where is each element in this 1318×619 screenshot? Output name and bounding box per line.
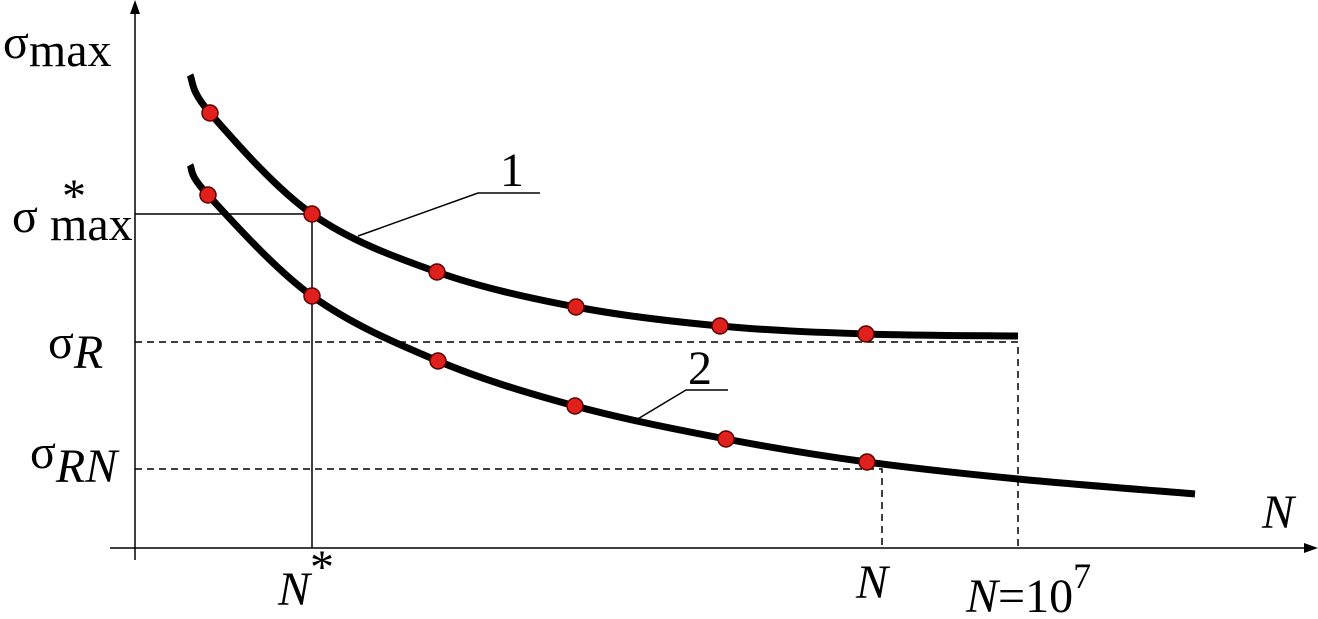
level-label: σ * max (12, 170, 133, 251)
point (429, 352, 447, 370)
y-arrow (130, 0, 140, 14)
level-label: σRN (30, 426, 120, 493)
point (717, 430, 735, 448)
point (199, 186, 217, 204)
point (303, 287, 321, 305)
label-part: 7 (1073, 556, 1091, 596)
label-part: max (29, 24, 112, 77)
label-part: σ (48, 316, 74, 369)
curve-label: 1 (500, 144, 524, 197)
curve-2 (186, 163, 1196, 498)
label-part: max (50, 198, 133, 251)
label-part: =10 (998, 570, 1073, 619)
cycle-label: N=107 (965, 556, 1091, 619)
point (857, 325, 875, 343)
guide-line (135, 341, 1019, 548)
label-part: N (965, 570, 1001, 619)
point (201, 104, 219, 122)
point (566, 397, 584, 415)
curve-label: 2 (688, 342, 712, 395)
level-label: σR (48, 316, 103, 379)
point (567, 298, 585, 316)
leader (357, 192, 540, 237)
leader (635, 389, 728, 421)
guide-line (135, 468, 883, 548)
y-axis-label: σmax (3, 16, 112, 77)
point (711, 317, 729, 335)
label-part: σ (3, 16, 29, 69)
cycle-label: N (855, 556, 891, 609)
label-part: RN (55, 440, 120, 493)
x-axis-label: N (1261, 486, 1297, 539)
label-part: N (855, 556, 891, 609)
label-part: N (277, 563, 313, 616)
point (428, 263, 446, 281)
label-part: σ (12, 190, 38, 243)
point (303, 205, 321, 223)
points (199, 104, 876, 471)
label-part: * (62, 170, 86, 223)
guide-line (135, 213, 313, 548)
cycle-label: N* (277, 541, 334, 616)
point (858, 453, 876, 471)
label-part: σ (30, 426, 56, 479)
x-arrow (1304, 543, 1318, 553)
label-part: * (310, 541, 334, 594)
label-part: R (73, 326, 103, 379)
